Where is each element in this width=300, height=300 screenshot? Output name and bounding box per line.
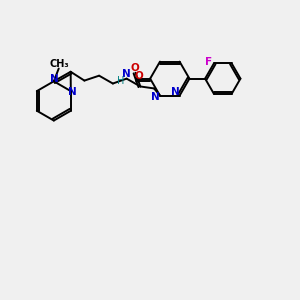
Text: CH₃: CH₃	[50, 58, 70, 69]
Text: N: N	[171, 87, 180, 97]
Text: N: N	[151, 92, 159, 102]
Text: O: O	[135, 71, 144, 81]
Text: H: H	[117, 76, 124, 85]
Text: F: F	[205, 57, 212, 67]
Text: N: N	[122, 69, 131, 79]
Text: N: N	[68, 87, 77, 97]
Text: N: N	[50, 74, 59, 84]
Text: O: O	[130, 63, 139, 73]
